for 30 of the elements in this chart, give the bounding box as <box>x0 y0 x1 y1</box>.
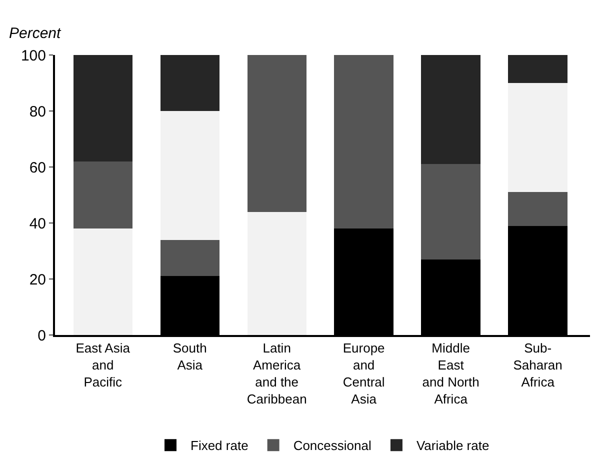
x-tick-label: Sub- Saharan Africa <box>513 340 562 390</box>
bar <box>421 164 480 260</box>
bar <box>73 55 132 162</box>
bar <box>160 55 220 111</box>
bar <box>160 111 220 240</box>
y-axis-title: Percent <box>9 25 62 42</box>
x-tick-label: South Asia <box>172 340 207 372</box>
x-tick-label: Europe and Central Asia <box>342 340 385 406</box>
legend-label: Variable rate <box>416 438 490 454</box>
x-tick-label: Middle East and North Africa <box>422 340 480 406</box>
bar <box>508 192 568 226</box>
bar <box>334 55 394 229</box>
x-tick-label: East Asia and Pacific <box>76 340 131 390</box>
y-tick-label: 0 <box>38 327 46 344</box>
y-tick-label: 60 <box>29 159 46 176</box>
x-tick-label: Latin America and the Caribbean <box>246 340 307 406</box>
bar <box>421 55 480 164</box>
bar <box>247 55 306 212</box>
bar <box>508 83 568 192</box>
bar <box>247 212 306 335</box>
bar <box>73 161 132 229</box>
legend-label: Fixed rate <box>190 438 248 454</box>
bar <box>160 240 220 276</box>
y-tick-label: 100 <box>20 47 46 64</box>
legend-label: Concessional <box>293 438 372 454</box>
y-tick-label: 40 <box>29 215 46 232</box>
y-tick-label: 20 <box>29 271 46 288</box>
y-tick-label: 80 <box>29 103 46 120</box>
bar <box>73 228 132 335</box>
bar <box>508 55 568 83</box>
